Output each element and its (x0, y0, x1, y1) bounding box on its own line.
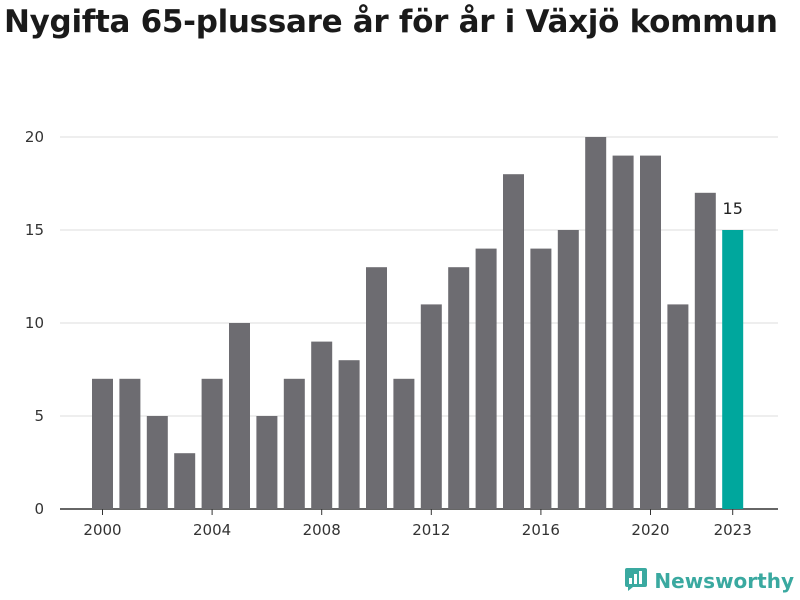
bar (146, 416, 168, 509)
data-labels: 15 (723, 199, 743, 218)
bar (119, 378, 141, 509)
x-axis-ticks: 2000 2004 2008 2012 2016 2020 2023 (83, 509, 752, 539)
bar (557, 230, 579, 509)
bar (612, 155, 634, 509)
newsworthy-logo[interactable]: Newsworthy (624, 566, 794, 596)
bar (283, 378, 305, 509)
bar (694, 192, 716, 510)
bar (448, 267, 470, 509)
y-tick-label: 0 (34, 500, 44, 518)
y-tick-label: 10 (25, 314, 44, 332)
x-tick-label: 2004 (193, 521, 231, 539)
newsworthy-logo-icon (624, 566, 648, 596)
bar (92, 378, 113, 509)
y-tick-label: 5 (34, 407, 44, 425)
bar (338, 360, 360, 509)
bar (201, 378, 223, 509)
bars (92, 137, 744, 510)
bar (667, 304, 689, 509)
bar (393, 378, 415, 509)
x-tick-label: 2020 (631, 521, 669, 539)
bar (503, 174, 524, 509)
bar (229, 323, 250, 509)
x-tick-label: 2012 (412, 521, 450, 539)
y-tick-label: 20 (25, 128, 44, 146)
y-axis-ticks: 0 5 10 15 20 (25, 128, 44, 518)
bar (420, 304, 442, 509)
x-tick-label: 2016 (522, 521, 560, 539)
y-tick-label: 15 (25, 221, 44, 239)
bar (256, 416, 278, 509)
bar (475, 248, 497, 509)
bar (311, 341, 333, 509)
bar (585, 137, 607, 509)
bar-highlight (722, 230, 744, 509)
data-label-highlight: 15 (723, 199, 743, 218)
chart-title: Nygifta 65-plussare år för år i Växjö ko… (4, 4, 778, 40)
x-tick-label: 2008 (303, 521, 341, 539)
x-tick-label: 2023 (714, 521, 752, 539)
x-tick-label: 2000 (83, 521, 121, 539)
bar (174, 453, 196, 509)
brand-name: Newsworthy (654, 569, 794, 593)
bar (530, 248, 552, 509)
bar (366, 267, 387, 509)
bar (640, 155, 661, 509)
